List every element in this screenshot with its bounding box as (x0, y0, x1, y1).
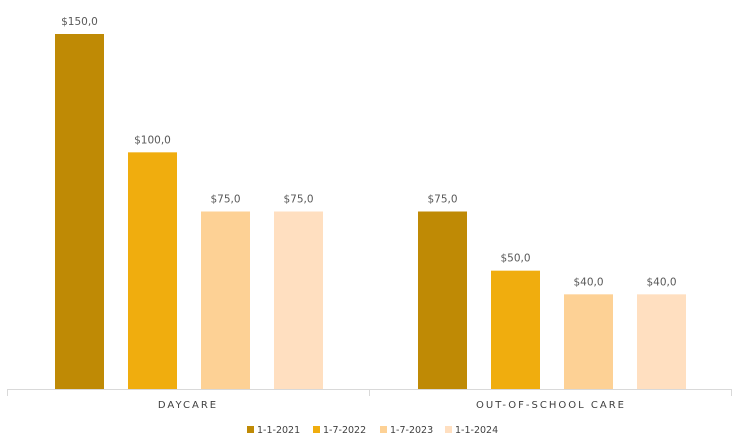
bar-out-of-school-care-series-1 (418, 211, 467, 389)
bar-out-of-school-care-series-3 (564, 294, 613, 389)
legend-item: 1-7-2023 (380, 425, 433, 436)
legend-label: 1-7-2022 (323, 425, 366, 436)
legend-swatch (247, 426, 254, 433)
bar-daycare-series-2 (128, 152, 177, 389)
data-label: $50,0 (500, 253, 530, 265)
legend-swatch (313, 426, 320, 433)
legend-label: 1-7-2023 (390, 425, 433, 436)
category-label: OUT-OF-SCHOOL CARE (476, 400, 626, 411)
data-label: $40,0 (573, 276, 603, 288)
data-label: $75,0 (427, 194, 457, 206)
legend-swatch (380, 426, 387, 433)
data-label: $40,0 (646, 276, 676, 288)
legend-item: 1-7-2022 (313, 425, 366, 436)
bar-daycare-series-1 (55, 34, 104, 389)
legend-label: 1-1-2024 (455, 425, 498, 436)
bar-out-of-school-care-series-4 (637, 294, 686, 389)
category-label: DAYCARE (158, 400, 218, 411)
data-label: $150,0 (61, 16, 98, 28)
legend-item: 1-1-2021 (247, 425, 300, 436)
data-label: $75,0 (210, 194, 240, 206)
bar-daycare-series-3 (201, 211, 250, 389)
data-label: $75,0 (283, 194, 313, 206)
legend-item: 1-1-2024 (445, 425, 498, 436)
legend-swatch (445, 426, 452, 433)
bar-out-of-school-care-series-2 (491, 270, 540, 389)
data-label: $100,0 (134, 134, 171, 146)
bar-daycare-series-4 (274, 211, 323, 389)
legend-label: 1-1-2021 (257, 425, 300, 436)
